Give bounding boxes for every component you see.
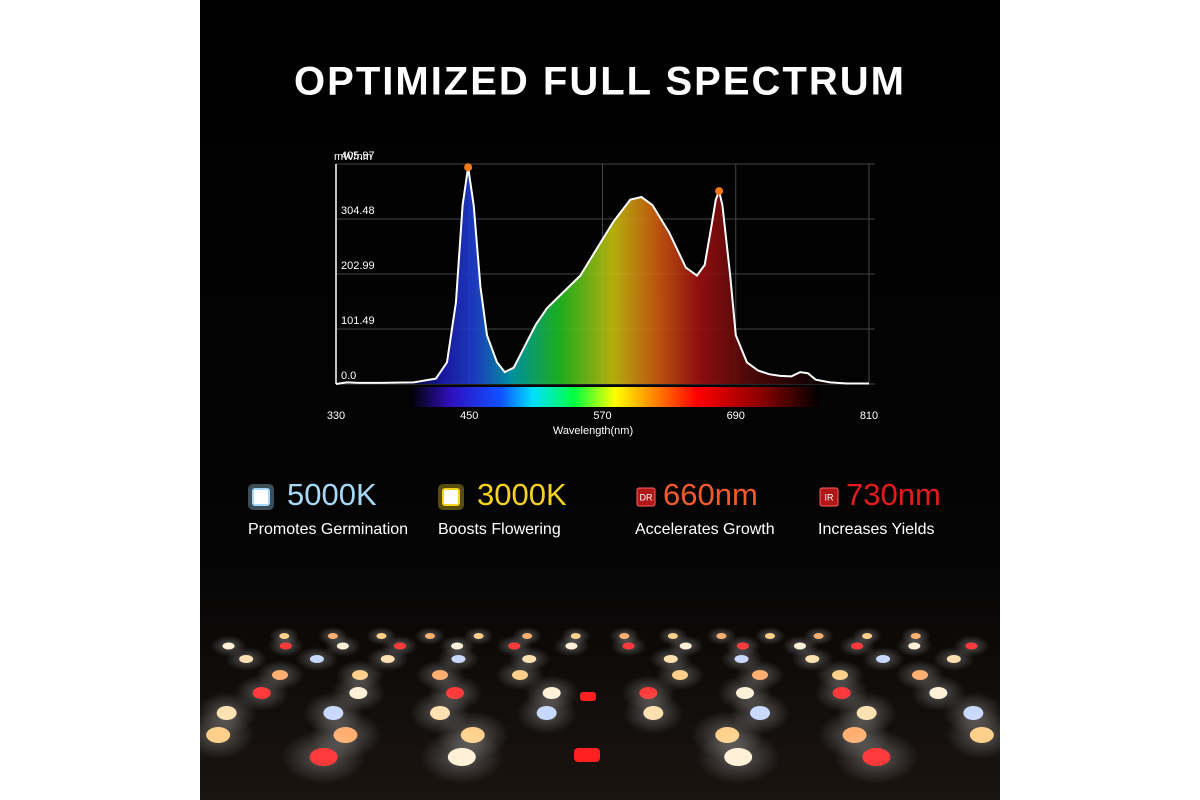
led [508,642,521,650]
x-axis-label: Wavelength(nm) [553,425,633,437]
led [908,642,921,650]
badge: DR [640,492,653,502]
led [813,633,824,639]
led [376,633,387,639]
led [447,748,476,766]
feature-description: Promotes Germination [248,521,408,538]
x-tick-label: 690 [727,410,745,422]
x-tick-label: 570 [593,410,611,422]
led [309,655,324,663]
spectrum-bar [410,387,820,407]
led [734,655,749,663]
badge: IR [825,492,835,502]
icon [442,488,460,506]
led [672,670,688,680]
led [574,748,600,762]
title: OPTIMIZED FULL SPECTRUM [294,60,906,104]
feature-label: 660nm [663,477,758,512]
feature-label: 3000K [477,477,567,512]
spectrum-line [335,167,869,385]
led [380,655,395,663]
x-tick-label: 810 [860,410,878,422]
badge-box [636,487,656,507]
led [716,633,727,639]
features: 5000K Promotes Germination 3000K Boosts Flo… [248,477,941,538]
peak-marker [715,187,724,196]
led-field [182,627,1018,784]
led [565,642,578,650]
x-tick-label: 450 [460,410,478,422]
x-tick-label: 330 [327,410,345,422]
led [765,633,775,639]
led [832,687,851,699]
feature-label: 5000K [287,477,377,512]
led [876,655,891,663]
y-tick-label: 0.0 [341,370,356,382]
led [512,670,528,680]
y-tick-label: 101.49 [341,315,375,327]
led [946,655,961,663]
led [430,706,450,720]
led [851,642,864,650]
led [451,655,466,663]
feature-description: Accelerates Growth [635,521,775,538]
led [724,748,753,766]
y-tick-label: 202.99 [341,260,375,272]
led [643,706,664,720]
led [929,687,948,699]
led [679,642,692,650]
led [394,642,406,650]
led [239,655,254,663]
led [750,706,770,720]
led [912,670,928,680]
led [272,670,288,680]
icon [252,488,270,506]
y-axis-label: mW/nm [334,151,372,163]
badge-box [819,487,839,507]
spectrum-area [336,167,869,384]
chart: mW/nm Wavelength(nm) 0.0 101.49 202.99 304.48… [327,150,878,437]
led [252,687,271,699]
y-tick-label: 304.48 [341,205,375,217]
led [349,687,368,699]
led [279,642,292,650]
feature-description: Increases Yields [818,521,935,538]
feature-label: 730nm [846,477,941,512]
led [622,642,635,650]
feature-description: Boosts Flowering [438,521,561,538]
led [473,633,484,639]
led [309,748,338,766]
led [965,642,978,650]
led [206,727,231,743]
y-tick-label: 405.97 [341,150,375,162]
led [425,633,435,639]
led [969,727,994,743]
led [336,642,349,650]
led [805,655,820,663]
led [862,748,891,766]
led [536,706,557,720]
led [222,642,235,650]
led [580,692,596,701]
led [794,642,806,650]
peak-marker [464,163,473,172]
